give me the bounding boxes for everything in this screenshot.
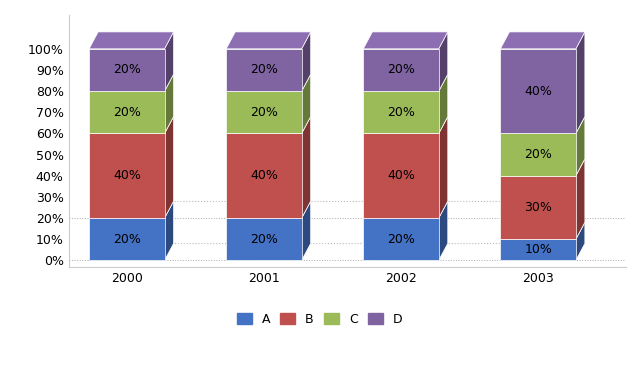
Polygon shape	[438, 74, 448, 133]
Polygon shape	[89, 201, 174, 218]
Polygon shape	[302, 117, 311, 218]
Polygon shape	[576, 32, 585, 133]
Polygon shape	[438, 32, 448, 91]
Polygon shape	[226, 91, 302, 133]
Polygon shape	[165, 201, 174, 260]
Text: 40%: 40%	[387, 169, 415, 182]
Polygon shape	[165, 117, 174, 218]
Polygon shape	[226, 49, 302, 91]
Text: 20%: 20%	[387, 63, 415, 77]
Text: 20%: 20%	[387, 233, 415, 246]
Polygon shape	[226, 74, 311, 91]
Legend: A, B, C, D: A, B, C, D	[231, 308, 407, 331]
Polygon shape	[302, 32, 311, 91]
Text: 20%: 20%	[113, 63, 141, 77]
Text: 40%: 40%	[250, 169, 278, 182]
Polygon shape	[363, 133, 438, 218]
Polygon shape	[501, 239, 576, 260]
Polygon shape	[501, 49, 576, 133]
Text: 20%: 20%	[524, 148, 552, 161]
Polygon shape	[501, 159, 585, 176]
Polygon shape	[501, 222, 585, 239]
Polygon shape	[226, 133, 302, 218]
Polygon shape	[89, 74, 174, 91]
Text: 20%: 20%	[387, 106, 415, 119]
Polygon shape	[302, 201, 311, 260]
Polygon shape	[576, 117, 585, 176]
Polygon shape	[438, 201, 448, 260]
Polygon shape	[501, 176, 576, 239]
Polygon shape	[89, 49, 165, 91]
Polygon shape	[302, 74, 311, 133]
Polygon shape	[89, 133, 165, 218]
Text: 20%: 20%	[250, 233, 278, 246]
Polygon shape	[226, 117, 311, 133]
Polygon shape	[226, 201, 311, 218]
Polygon shape	[363, 74, 448, 91]
Text: 20%: 20%	[250, 106, 278, 119]
Polygon shape	[363, 117, 448, 133]
Text: 20%: 20%	[250, 63, 278, 77]
Polygon shape	[363, 32, 448, 49]
Polygon shape	[363, 49, 438, 91]
Polygon shape	[576, 159, 585, 239]
Polygon shape	[501, 117, 585, 133]
Polygon shape	[438, 117, 448, 218]
Polygon shape	[226, 32, 311, 49]
Polygon shape	[363, 201, 448, 218]
Text: 30%: 30%	[524, 201, 552, 214]
Polygon shape	[226, 218, 302, 260]
Polygon shape	[165, 32, 174, 91]
Text: 10%: 10%	[524, 243, 552, 256]
Polygon shape	[576, 222, 585, 260]
Polygon shape	[89, 117, 174, 133]
Text: 40%: 40%	[113, 169, 141, 182]
Polygon shape	[363, 218, 438, 260]
Polygon shape	[89, 32, 174, 49]
Polygon shape	[89, 218, 165, 260]
Text: 20%: 20%	[113, 233, 141, 246]
Text: 20%: 20%	[113, 106, 141, 119]
Polygon shape	[363, 91, 438, 133]
Polygon shape	[165, 74, 174, 133]
Text: 40%: 40%	[524, 84, 552, 98]
Polygon shape	[501, 133, 576, 176]
Polygon shape	[89, 91, 165, 133]
Polygon shape	[501, 32, 585, 49]
